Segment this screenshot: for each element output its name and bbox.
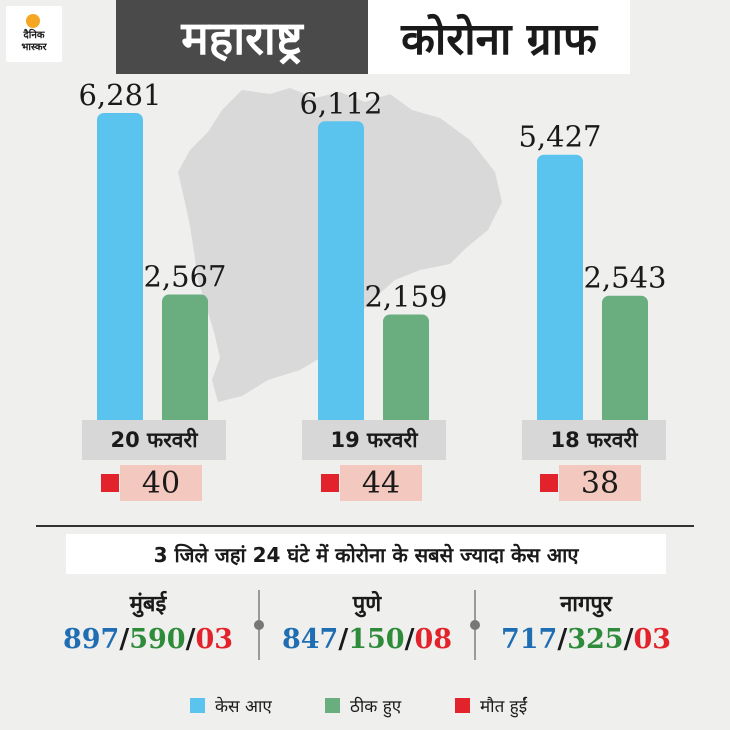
label-recovered-2: 2,543 <box>583 261 666 295</box>
bar-recovered-1 <box>383 314 429 426</box>
district-pune: पुणे 847/150/08 <box>257 588 477 660</box>
date-label-1: 19 फरवरी <box>302 420 446 460</box>
district-recovered: 590 <box>129 624 186 655</box>
title-state: महाराष्ट्र <box>116 0 368 74</box>
district-nagpur: नागपुर 717/325/03 <box>476 588 696 660</box>
logo-line-2: भास्कर <box>21 42 47 53</box>
death-value-0: 40 <box>120 465 202 501</box>
dainik-bhaskar-logo: दैनिक भास्कर <box>6 6 62 62</box>
label-recovered-0: 2,567 <box>143 260 226 294</box>
district-name: पुणे <box>352 592 382 617</box>
district-mumbai: मुंबई 897/590/03 <box>38 588 258 660</box>
section-divider <box>36 525 694 527</box>
death-value-2: 38 <box>559 465 641 501</box>
bar-cases-2 <box>537 154 583 426</box>
legend-label: केस आए <box>215 696 272 717</box>
sun-icon <box>26 14 40 28</box>
legend-swatch-recovered <box>325 697 340 713</box>
bar-recovered-0 <box>162 294 208 426</box>
legend-cases: केस आए <box>190 692 272 718</box>
logo-line-1: दैनिक <box>23 30 45 41</box>
death-value-1: 44 <box>340 465 422 501</box>
label-cases-1: 6,112 <box>299 86 382 120</box>
label-recovered-1: 2,159 <box>364 279 447 313</box>
district-cases: 847 <box>281 624 339 655</box>
district-separator <box>254 590 264 660</box>
bar-cases-1 <box>318 121 364 426</box>
districts-title: 3 जिले जहां 24 घंटे में कोरोना के सबसे ज… <box>66 534 666 574</box>
district-cases: 897 <box>62 624 120 655</box>
district-stats: 897/590/03 <box>62 624 234 655</box>
district-recovered: 150 <box>348 624 405 655</box>
district-stats: 717/325/03 <box>500 624 672 655</box>
legend-label: मौत हुईं <box>480 696 528 717</box>
legend-swatch-deaths <box>455 697 470 713</box>
district-deaths: 03 <box>195 624 234 655</box>
district-cases: 717 <box>500 624 558 655</box>
district-separator <box>470 590 480 660</box>
district-deaths: 08 <box>414 624 453 655</box>
death-marker-2 <box>540 474 558 492</box>
legend-recovered: ठीक हुए <box>325 692 401 718</box>
district-stats: 847/150/08 <box>281 624 453 655</box>
bar-recovered-2 <box>602 295 648 426</box>
district-name: नागपुर <box>560 592 612 617</box>
death-marker-0 <box>101 474 119 492</box>
label-cases-0: 6,281 <box>78 78 161 112</box>
date-label-2: 18 फरवरी <box>522 420 666 460</box>
district-deaths: 03 <box>633 624 672 655</box>
legend-deaths: मौत हुईं <box>455 692 527 718</box>
death-marker-1 <box>321 474 339 492</box>
bar-cases-0 <box>97 113 143 426</box>
title-graph: कोरोना ग्राफ <box>368 0 630 74</box>
date-label-0: 20 फरवरी <box>82 420 226 460</box>
legend-swatch-cases <box>190 697 205 713</box>
district-recovered: 325 <box>567 624 624 655</box>
label-cases-2: 5,427 <box>518 120 601 154</box>
district-name: मुंबई <box>129 592 167 617</box>
legend-label: ठीक हुए <box>350 696 402 717</box>
